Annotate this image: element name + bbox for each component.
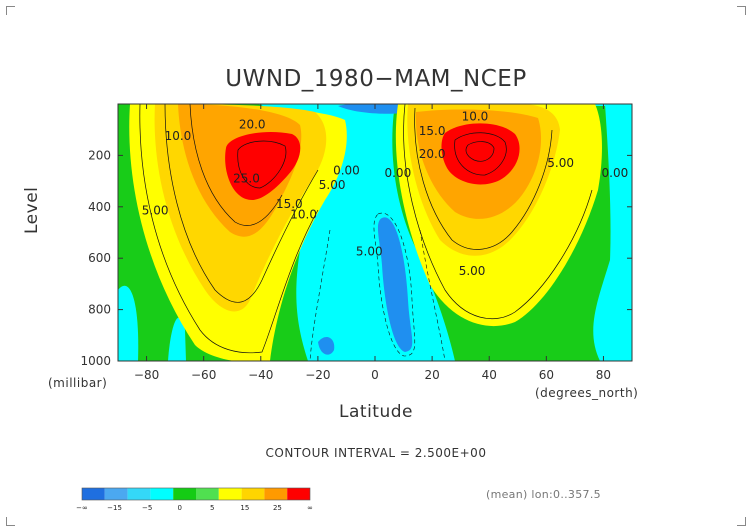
negative-contour-layer [309,212,446,361]
contour-line [454,132,507,176]
contour-label: 10.0 [462,110,489,124]
colorbar-swatch [173,488,196,500]
contour-line [164,104,319,303]
north-jet-core [441,123,520,185]
corner-mark-top-right [737,6,746,15]
contour-label: 10.0 [290,207,317,221]
colorbar-swatch [264,488,288,500]
negative-pool-south [318,336,335,355]
colorbar-swatch [218,488,242,500]
colorbar-swatch [82,488,105,500]
colorbar-swatch [287,488,310,500]
negative-contour-line [309,229,331,361]
chart-title: UWND_1980−MAM_NCEP [225,66,527,92]
colorbar-swatch [104,488,128,500]
contour-label: 0.00 [602,166,629,180]
contour-label: 25.0 [233,171,260,185]
y-tick-label: 1000 [80,354,111,368]
y-tick-label: 200 [88,148,111,162]
colorbar-frame [81,487,311,501]
colorbar-label: 15 [240,504,249,512]
x-tick-label: −60 [191,368,216,382]
x-axis-ticks: −80 −60 −40 −20 0 20 40 60 80 [134,104,611,382]
contour-line-layer [139,104,593,354]
zero-band-south-pole [118,285,139,361]
zero-band-south-surface [168,317,186,361]
corner-mark-bottom-right [737,517,746,526]
contour-label: 20.0 [239,117,266,131]
contour-label: 5.00 [356,245,383,259]
colorbar-label: 0 [177,504,181,512]
contour-label: 5.00 [459,264,486,278]
x-tick-label: 80 [596,368,611,382]
contour-interval-text: CONTOUR INTERVAL = 2.500E+00 [265,446,487,460]
x-tick-label: 0 [371,368,379,382]
x-tick-label: −40 [248,368,273,382]
x-tick-label: −80 [134,368,159,382]
contour-label: 0.00 [384,166,411,180]
y-axis-ticks: 200 400 600 800 1000 [80,148,632,368]
contour-label: 5.00 [319,178,346,192]
zero-band-north-pole [593,104,632,361]
colorbar-label: −∞ [76,504,88,512]
contour-line [403,104,593,320]
contour-label: 5.00 [142,204,169,218]
contour-line [414,107,553,250]
x-tick-label: −20 [305,368,330,382]
x-tick-label: 20 [424,368,439,382]
negative-pool-equator [377,217,413,352]
contour-line [189,104,283,226]
colorbar-swatch [196,488,219,500]
colorbar-swatch [127,488,151,500]
negative-contour-line [419,229,446,361]
x-axis-unit: (degrees_north) [535,386,639,400]
y-tick-label: 400 [88,200,111,214]
colorbar-swatch [150,488,174,500]
contour-line [139,104,319,354]
colorbar-swatch [241,488,265,500]
colorbar: −∞ −15 −5 0 5 15 25 ∞ [76,487,313,512]
x-axis-label: Latitude [339,402,413,422]
x-tick-label: 60 [539,368,554,382]
corner-mark-top-left [6,6,15,15]
contour-label: 5.00 [547,156,574,170]
contour-line [237,140,287,189]
contour-label: 10.0 [165,129,192,143]
y-axis-unit: (millibar) [48,376,108,390]
colorbar-label: ∞ [307,504,313,512]
contour-label: 15.0 [276,197,303,211]
negative-contour-line [373,212,416,357]
y-tick-label: 600 [88,251,111,265]
colorbar-label: −5 [142,504,152,512]
corner-mark-bottom-left [6,517,15,526]
contour-label: 20.0 [419,147,446,161]
contour-label-layer: 20.010.025.015.010.05.000.005.000.005.00… [142,110,628,278]
contour-label: 15.0 [419,124,446,138]
footnote-text: (mean) lon:0..357.5 [486,488,601,501]
contour-label: 0.00 [333,164,360,178]
colorbar-label: 5 [210,504,214,512]
south-jet-core [225,131,301,200]
colorbar-label: 25 [273,504,282,512]
contour-line [465,141,495,162]
x-tick-label: 40 [482,368,497,382]
colorbar-label: −15 [107,504,122,512]
y-tick-label: 800 [88,303,111,317]
